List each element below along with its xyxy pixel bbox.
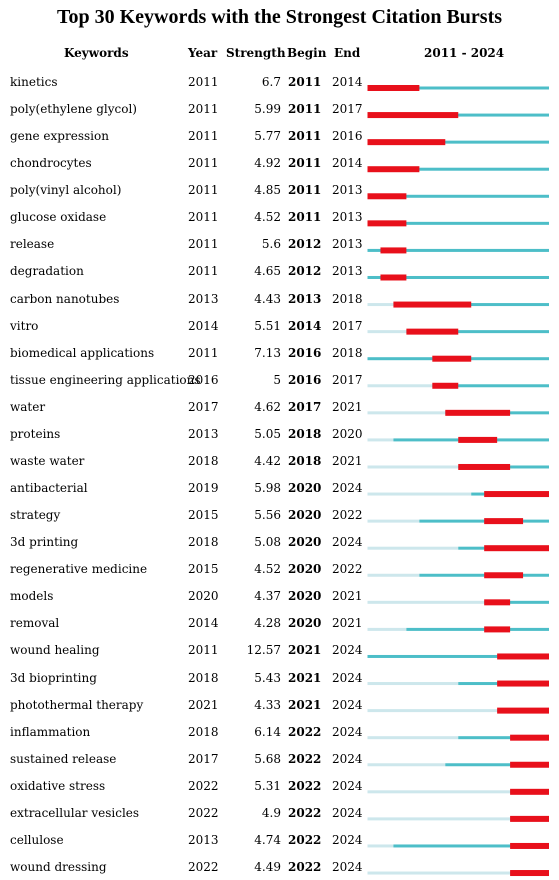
burst-bar xyxy=(510,762,549,768)
burst-bar xyxy=(393,302,471,308)
burst-bar xyxy=(510,789,549,795)
timeline-inactive-segment xyxy=(368,384,433,387)
timeline-inactive-segment xyxy=(368,303,394,306)
burst-bar xyxy=(432,356,471,362)
burst-bar xyxy=(484,599,510,605)
timeline-inactive-segment xyxy=(368,628,407,631)
timeline-inactive-segment xyxy=(368,465,459,468)
burst-bar xyxy=(510,735,549,741)
burst-bar xyxy=(432,383,458,389)
timeline-active-segment xyxy=(406,628,549,631)
burst-bar xyxy=(484,572,523,578)
timeline-inactive-segment xyxy=(368,493,472,496)
burst-bar xyxy=(484,545,549,551)
timeline-inactive-segment xyxy=(368,736,459,739)
burst-bar xyxy=(484,626,510,632)
timeline-inactive-segment xyxy=(368,411,446,414)
timeline-inactive-segment xyxy=(368,601,485,604)
timeline-inactive-segment xyxy=(368,844,394,847)
timeline-inactive-segment xyxy=(368,438,394,441)
timeline-inactive-segment xyxy=(368,574,420,577)
burst-bar xyxy=(406,329,458,335)
timeline-inactive-segment xyxy=(368,330,407,333)
timeline-inactive-segment xyxy=(368,817,511,820)
burst-bar xyxy=(497,681,549,687)
timeline-inactive-segment xyxy=(368,709,498,712)
timeline-inactive-segment xyxy=(368,682,459,685)
timeline-inactive-segment xyxy=(368,547,459,550)
timeline-inactive-segment xyxy=(368,872,511,875)
burst-bar xyxy=(368,112,459,118)
burst-bar xyxy=(497,708,549,714)
burst-bar xyxy=(445,410,510,416)
burst-bar xyxy=(484,518,523,524)
burst-bar xyxy=(510,870,549,876)
burst-bar xyxy=(497,653,549,659)
burst-bar xyxy=(380,247,406,253)
burst-bar xyxy=(368,85,420,91)
burst-bar xyxy=(368,166,420,172)
timeline-inactive-segment xyxy=(368,763,446,766)
burst-bar xyxy=(380,274,406,280)
burst-bar xyxy=(458,437,497,443)
burst-bar xyxy=(368,220,407,226)
burst-bar xyxy=(510,843,549,849)
burst-bar xyxy=(458,464,510,470)
burst-bar xyxy=(484,491,549,497)
timeline-inactive-segment xyxy=(368,520,420,523)
burst-bar xyxy=(510,816,549,822)
burst-bar xyxy=(368,139,446,145)
burst-bar xyxy=(368,193,407,199)
timeline-inactive-segment xyxy=(368,790,511,793)
